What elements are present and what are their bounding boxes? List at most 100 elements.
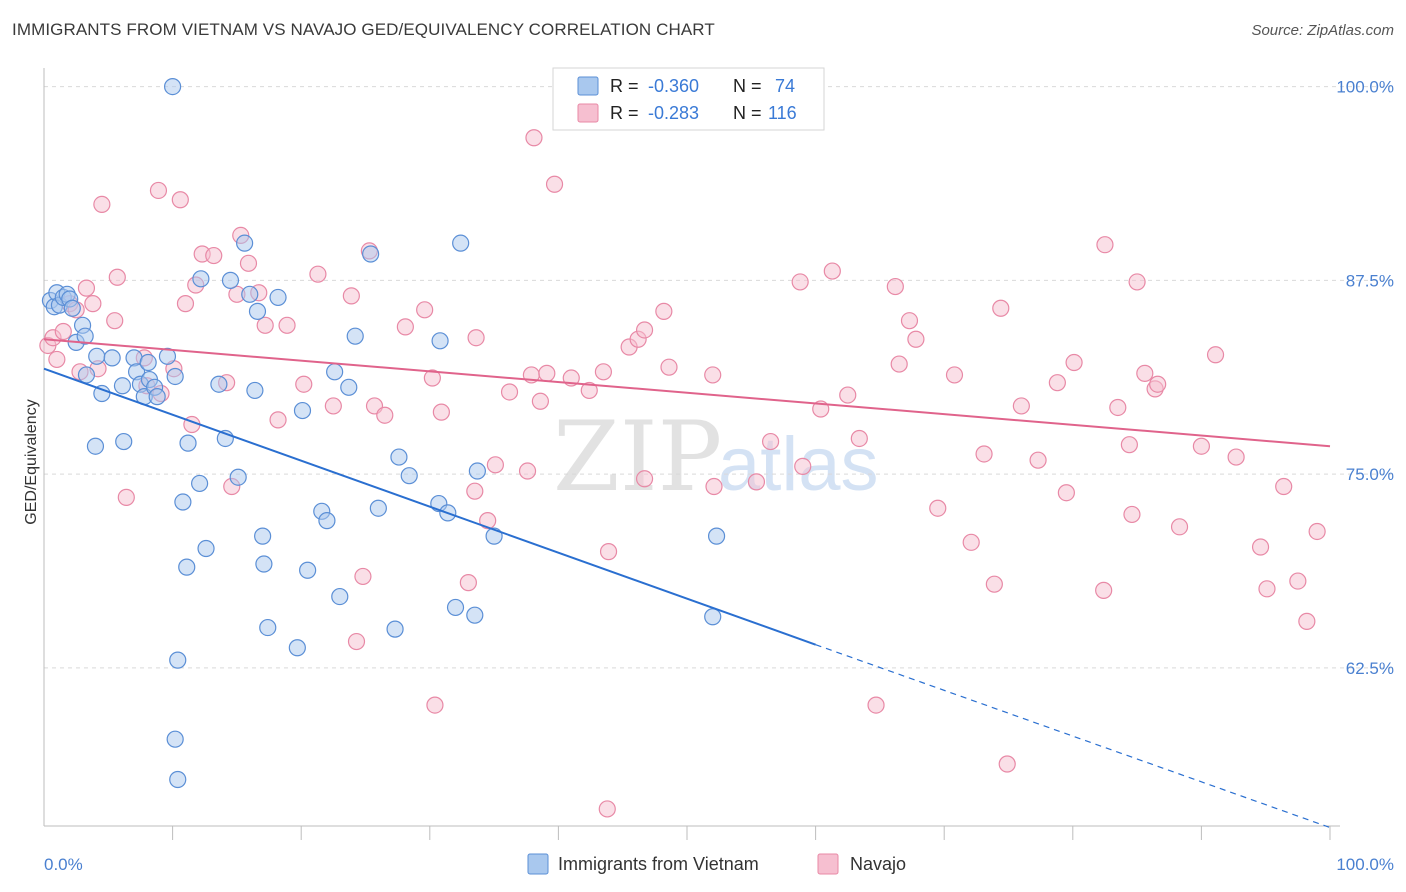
legend-n-label: N = [733, 76, 762, 96]
data-point [148, 388, 166, 406]
data-point [468, 462, 486, 480]
data-point [236, 234, 254, 252]
data-point [254, 527, 272, 545]
data-point [191, 474, 209, 493]
data-point [929, 499, 947, 517]
data-point [945, 366, 964, 384]
x-tick-label-max: 100.0% [1336, 855, 1394, 874]
data-point [169, 770, 187, 789]
trend-line-vietnam-extrapolated [815, 644, 1331, 829]
series-legend-swatch-vietnam [527, 853, 549, 875]
trend-lines [43, 338, 1331, 829]
data-point [288, 639, 306, 657]
trend-line-navajo [43, 338, 1331, 448]
legend-swatch-vietnam [577, 76, 599, 96]
data-point [479, 512, 497, 530]
data-point [115, 432, 133, 451]
data-point [166, 367, 184, 386]
data-point [88, 347, 106, 365]
data-point [660, 358, 678, 376]
data-point [1258, 580, 1276, 598]
y-tick-label: 62.5% [1346, 659, 1394, 678]
data-point [466, 482, 484, 500]
data-point [486, 456, 504, 474]
data-point [998, 755, 1016, 773]
data-point [400, 467, 418, 485]
navajo-points [39, 78, 1326, 818]
data-point [269, 288, 287, 307]
data-point [1289, 572, 1307, 590]
data-point [77, 279, 96, 297]
y-axis-label: GED/Equivalency [23, 399, 40, 524]
data-point [48, 350, 66, 369]
data-point [205, 246, 223, 265]
data-point [1120, 436, 1138, 454]
legend-n-value: 116 [768, 103, 797, 123]
data-point [1095, 581, 1113, 599]
data-point [1275, 477, 1293, 496]
x-tick-label-min: 0.0% [44, 855, 83, 874]
data-point [1136, 364, 1154, 382]
data-point [423, 369, 441, 387]
data-point [1298, 612, 1316, 630]
data-point [594, 363, 613, 381]
data-point [210, 375, 228, 393]
data-point [1029, 451, 1047, 469]
y-tick-label: 75.0% [1346, 465, 1394, 484]
data-point [900, 312, 919, 330]
data-point [545, 175, 564, 193]
data-point [171, 191, 189, 209]
data-point [1057, 484, 1075, 502]
data-point [747, 473, 766, 491]
y-tick-label: 100.0% [1336, 78, 1394, 97]
data-point [459, 574, 477, 592]
data-point [705, 477, 723, 496]
data-point [166, 730, 184, 748]
data-point [446, 598, 465, 617]
data-point [635, 321, 654, 339]
data-point [221, 271, 240, 289]
data-point [431, 332, 449, 350]
data-point [309, 265, 327, 283]
legend-n-label: N = [733, 103, 762, 123]
data-point [342, 287, 360, 305]
legend-r-label: R = [610, 103, 639, 123]
legend-r-label: R = [610, 76, 639, 96]
data-point [174, 493, 192, 511]
data-point [239, 254, 258, 272]
data-point [256, 316, 274, 334]
data-point [704, 608, 722, 626]
data-point [1170, 518, 1189, 536]
data-point [386, 620, 404, 638]
data-point [77, 366, 96, 384]
data-point [326, 363, 344, 381]
source-label: Source: ZipAtlas.com [1251, 22, 1394, 39]
series-legend-swatch-navajo [817, 853, 839, 875]
data-point [108, 268, 126, 286]
watermark-zip: ZIP [553, 401, 722, 513]
data-point [975, 445, 993, 463]
data-point [761, 432, 780, 451]
data-point [295, 375, 313, 393]
data-point [248, 302, 267, 320]
data-point [1251, 538, 1270, 556]
data-point [229, 468, 247, 486]
data-point [63, 299, 81, 317]
data-point [347, 632, 366, 651]
data-point [390, 448, 408, 466]
data-point [598, 800, 616, 818]
data-point [117, 488, 135, 506]
data-point [500, 383, 519, 401]
data-point [1227, 448, 1245, 466]
trend-line-vietnam [43, 367, 816, 646]
data-point [324, 397, 342, 415]
data-point [1048, 374, 1066, 392]
data-point [839, 386, 857, 404]
data-point [169, 651, 187, 669]
legend-swatch-navajo [577, 103, 599, 123]
data-point [331, 587, 349, 606]
data-point [531, 392, 549, 410]
data-point [192, 270, 210, 288]
data-point [467, 329, 485, 347]
